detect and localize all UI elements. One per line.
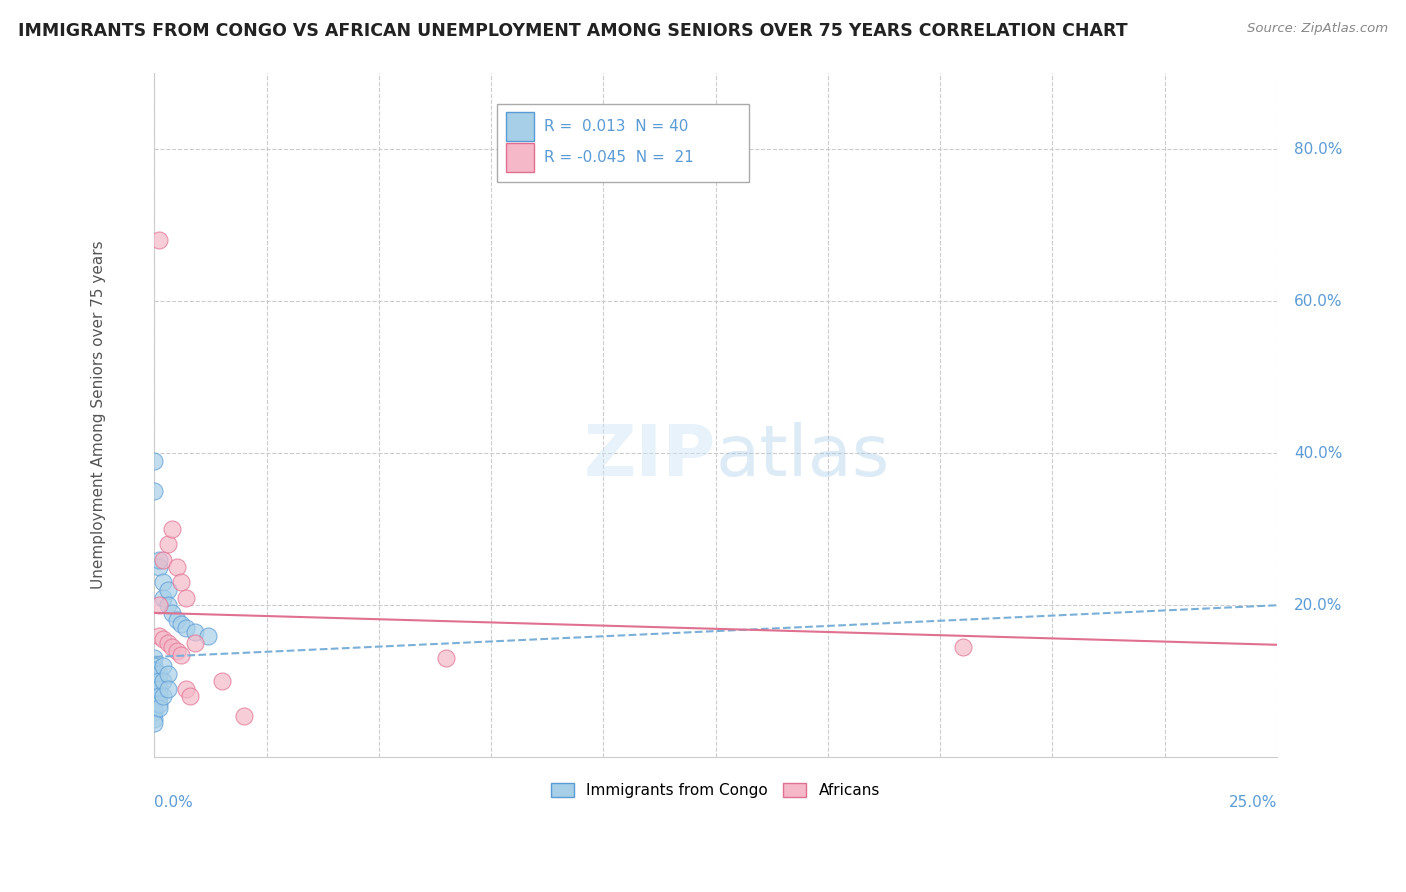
Point <box>952 640 974 654</box>
Point <box>148 552 170 566</box>
Point <box>152 632 174 647</box>
Point <box>156 681 179 696</box>
Point <box>148 701 170 715</box>
Point <box>166 560 188 574</box>
Point <box>152 575 174 590</box>
Point <box>183 624 205 639</box>
Text: 80.0%: 80.0% <box>1294 142 1343 156</box>
Point <box>143 701 166 715</box>
Text: 20.0%: 20.0% <box>1294 598 1343 613</box>
Point <box>143 690 166 704</box>
Point <box>143 659 166 673</box>
Point <box>143 674 166 689</box>
Point <box>148 681 170 696</box>
Text: 60.0%: 60.0% <box>1294 293 1343 309</box>
Text: R = -0.045  N =  21: R = -0.045 N = 21 <box>544 150 693 165</box>
Point <box>143 686 166 700</box>
Point <box>143 712 166 726</box>
Point <box>170 575 193 590</box>
Point <box>166 614 188 628</box>
Text: 0.0%: 0.0% <box>155 795 193 810</box>
Point <box>162 640 184 654</box>
Point <box>143 693 166 707</box>
Point <box>148 666 170 681</box>
Point <box>148 629 170 643</box>
Point <box>148 690 170 704</box>
Point <box>152 659 174 673</box>
Point <box>152 690 174 704</box>
Text: ZIP: ZIP <box>583 422 716 491</box>
Point <box>143 484 166 499</box>
Point <box>170 617 193 632</box>
Point <box>156 666 179 681</box>
Point <box>174 681 197 696</box>
Point <box>148 233 170 247</box>
Point <box>434 651 457 665</box>
Point <box>166 644 188 658</box>
Point <box>211 674 233 689</box>
Point <box>143 671 166 685</box>
Point <box>143 454 166 468</box>
Point <box>143 697 166 711</box>
Point <box>162 606 184 620</box>
Point <box>156 537 179 551</box>
Text: 25.0%: 25.0% <box>1229 795 1277 810</box>
Point <box>174 621 197 635</box>
Point <box>156 582 179 597</box>
Point <box>174 591 197 605</box>
Point <box>179 690 201 704</box>
Text: 40.0%: 40.0% <box>1294 446 1343 460</box>
Point <box>162 522 184 536</box>
Point <box>143 705 166 719</box>
Point <box>156 636 179 650</box>
Text: Source: ZipAtlas.com: Source: ZipAtlas.com <box>1247 22 1388 36</box>
Point <box>143 678 166 692</box>
Text: Unemployment Among Seniors over 75 years: Unemployment Among Seniors over 75 years <box>90 241 105 590</box>
Point <box>148 674 170 689</box>
Point <box>233 708 256 723</box>
Text: R =  0.013  N = 40: R = 0.013 N = 40 <box>544 119 689 134</box>
Point <box>148 599 170 613</box>
Point <box>148 560 170 574</box>
Point <box>143 716 166 731</box>
Point <box>143 681 166 696</box>
Text: IMMIGRANTS FROM CONGO VS AFRICAN UNEMPLOYMENT AMONG SENIORS OVER 75 YEARS CORREL: IMMIGRANTS FROM CONGO VS AFRICAN UNEMPLO… <box>18 22 1128 40</box>
Point <box>152 591 174 605</box>
FancyBboxPatch shape <box>496 103 749 183</box>
Point <box>152 552 174 566</box>
Text: atlas: atlas <box>716 422 890 491</box>
FancyBboxPatch shape <box>506 112 534 141</box>
Point <box>156 599 179 613</box>
Point <box>183 636 205 650</box>
Point <box>143 663 166 677</box>
Point <box>143 651 166 665</box>
Point <box>197 629 219 643</box>
Legend: Immigrants from Congo, Africans: Immigrants from Congo, Africans <box>546 777 886 805</box>
Point <box>170 648 193 662</box>
Point <box>152 674 174 689</box>
Point <box>148 697 170 711</box>
FancyBboxPatch shape <box>506 144 534 172</box>
